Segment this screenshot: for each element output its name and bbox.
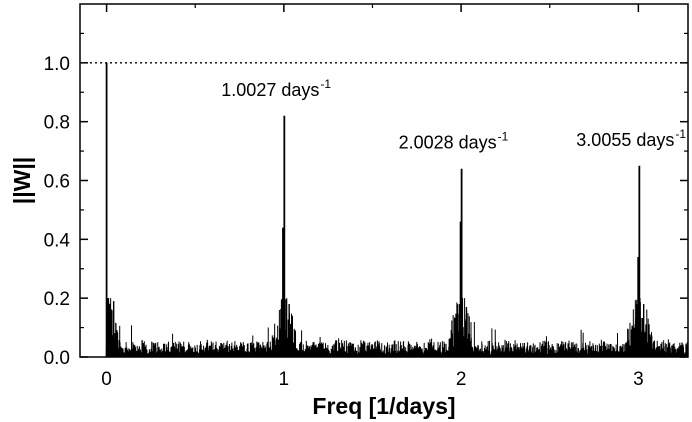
x-tick-label: 2 (456, 369, 467, 390)
peak-annotation-sup-1: -1 (498, 130, 509, 144)
y-tick-label: 0.8 (44, 113, 70, 134)
axis-ticks (80, 4, 688, 358)
x-tick-label: 1 (279, 369, 290, 390)
axis-tick-labels: 0 1 2 3 0.0 0.2 0.4 0.6 0.8 1.0 (44, 54, 644, 390)
spectrum-noise (106, 298, 689, 357)
plot-frame (79, 3, 689, 358)
x-axis-title: Freq [1/days] (312, 393, 455, 419)
y-axis-title: ||W|| (9, 157, 35, 204)
y-tick-label: 0.6 (44, 172, 70, 193)
peak-annotation-0: 1.0027 days (221, 80, 319, 100)
peak-annotation-2: 3.0055 days (576, 130, 674, 150)
x-tick-label: 0 (101, 369, 112, 390)
peak-annotation-sup-0: -1 (320, 77, 331, 91)
y-tick-label: 0.0 (44, 348, 70, 369)
y-tick-label: 1.0 (44, 54, 70, 75)
y-tick-label: 0.4 (44, 230, 71, 251)
x-tick-label: 3 (633, 369, 644, 390)
peak-annotation-sup-2: -1 (675, 127, 686, 141)
plot-content (105, 62, 689, 357)
peak-annotations: 1.0027 days -12.0028 days -1 3.0055 days -1 (221, 77, 686, 153)
peak-annotation-1: 2.0028 days (399, 133, 497, 153)
y-tick-label: 0.2 (44, 289, 70, 310)
